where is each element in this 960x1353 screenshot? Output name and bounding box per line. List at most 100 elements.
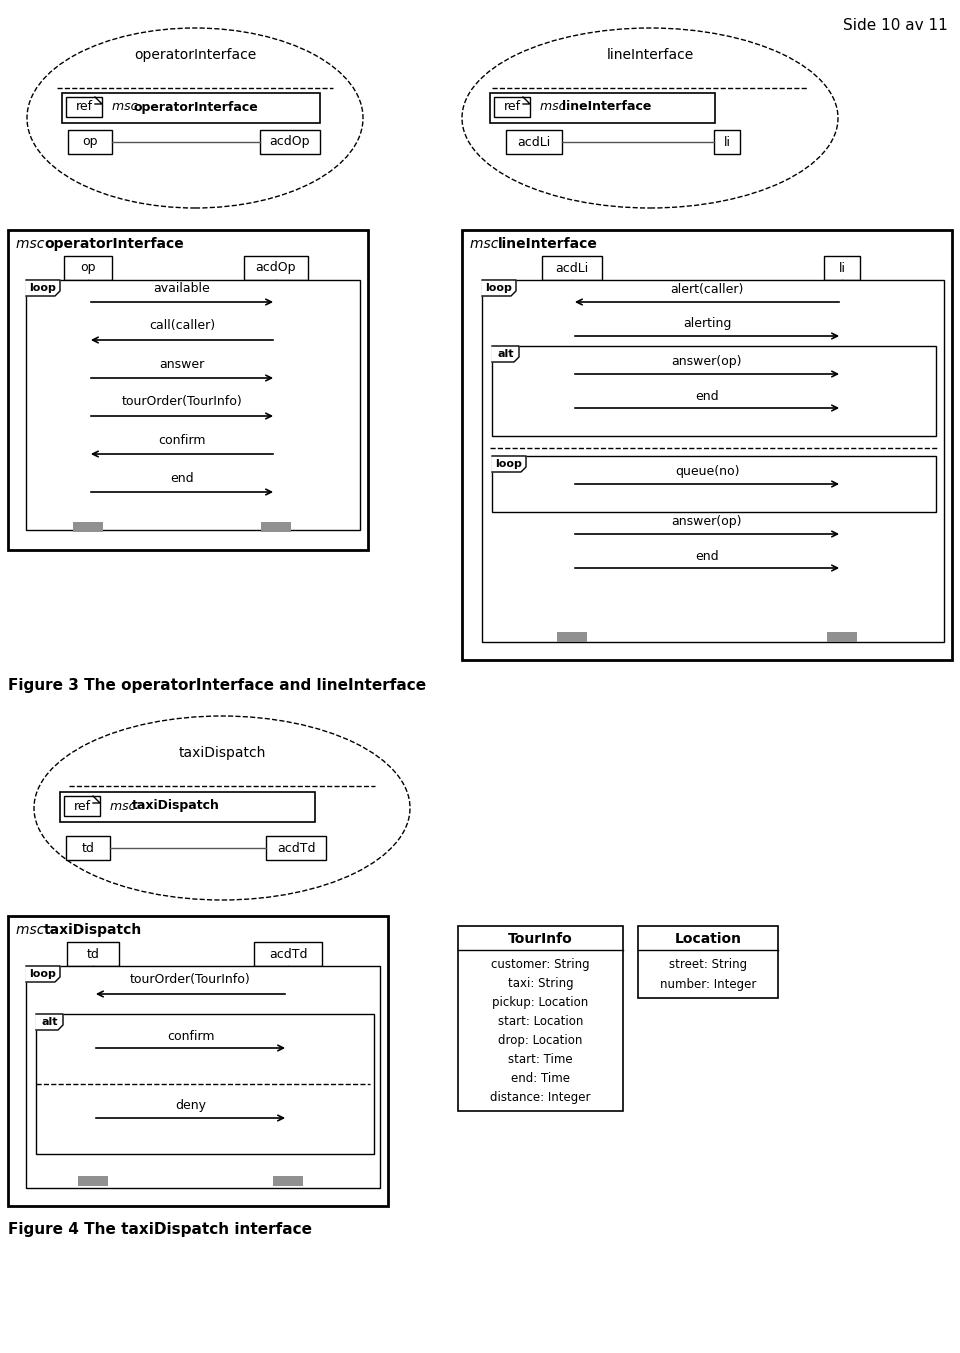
Bar [244, 256, 308, 280]
Text: distance: Integer: distance: Integer [491, 1091, 590, 1104]
Text: confirm: confirm [158, 433, 205, 446]
Text: op: op [81, 261, 96, 275]
Text: ref: ref [73, 800, 90, 813]
Text: end: end [170, 471, 194, 484]
Text: alt: alt [41, 1017, 58, 1027]
Text: end: end [695, 549, 719, 563]
Text: op: op [83, 135, 98, 149]
Text: loop: loop [30, 283, 57, 294]
Text: msc: msc [16, 923, 49, 938]
Text: taxiDispatch: taxiDispatch [44, 923, 142, 938]
Text: TourInfo: TourInfo [508, 932, 573, 946]
Text: msc: msc [16, 237, 49, 252]
Polygon shape [482, 280, 516, 296]
Bar [492, 346, 936, 436]
Text: drop: Location: drop: Location [498, 1034, 583, 1047]
Bar [78, 1176, 108, 1187]
Text: Figure 4 The taxiDispatch interface: Figure 4 The taxiDispatch interface [8, 1222, 312, 1237]
Text: answer(op): answer(op) [672, 356, 742, 368]
Text: acdOp: acdOp [270, 135, 310, 149]
Text: lineInterface: lineInterface [562, 100, 652, 114]
Bar [542, 256, 602, 280]
Text: alert(caller): alert(caller) [670, 284, 744, 296]
Text: loop: loop [30, 969, 57, 980]
Polygon shape [36, 1013, 63, 1030]
Bar [458, 925, 623, 1111]
Text: answer(op): answer(op) [672, 515, 742, 529]
Bar [254, 942, 322, 966]
Bar [260, 130, 320, 154]
Bar [64, 256, 112, 280]
Bar [482, 280, 944, 643]
Bar [824, 256, 860, 280]
Text: msc: msc [470, 237, 503, 252]
Text: end: Time: end: Time [511, 1072, 570, 1085]
Text: tourOrder(TourInfo): tourOrder(TourInfo) [122, 395, 242, 409]
Text: taxiDispatch: taxiDispatch [132, 800, 220, 813]
Text: ref: ref [503, 100, 520, 114]
Text: operatorInterface: operatorInterface [134, 100, 259, 114]
Text: td: td [86, 947, 100, 961]
Text: loop: loop [495, 459, 522, 469]
Bar [261, 522, 291, 532]
Bar [62, 93, 320, 123]
Text: tourOrder(TourInfo): tourOrder(TourInfo) [131, 974, 251, 986]
Text: td: td [82, 842, 94, 855]
Text: Location: Location [675, 932, 741, 946]
Bar [68, 130, 112, 154]
Bar [36, 1013, 374, 1154]
Bar [60, 792, 315, 823]
Text: acdLi: acdLi [556, 261, 588, 275]
Text: deny: deny [175, 1100, 206, 1112]
Text: acdOp: acdOp [255, 261, 297, 275]
Text: Figure 3 The operatorInterface and lineInterface: Figure 3 The operatorInterface and lineI… [8, 678, 426, 693]
Bar [266, 836, 326, 861]
Bar [462, 230, 952, 660]
Polygon shape [26, 280, 60, 296]
Bar [827, 632, 857, 643]
Text: start: Location: start: Location [498, 1015, 583, 1028]
Ellipse shape [27, 28, 363, 208]
Bar [714, 130, 740, 154]
Text: taxiDispatch: taxiDispatch [179, 746, 266, 760]
Bar [506, 130, 562, 154]
Text: street: String: street: String [669, 958, 747, 971]
Bar [8, 230, 368, 551]
Text: answer: answer [159, 357, 204, 371]
Ellipse shape [462, 28, 838, 208]
Text: alt: alt [497, 349, 514, 359]
Text: alerting: alerting [683, 318, 732, 330]
Bar [66, 836, 110, 861]
Text: call(caller): call(caller) [149, 319, 215, 333]
Polygon shape [492, 456, 526, 472]
Text: msc: msc [540, 100, 569, 114]
Text: acdLi: acdLi [517, 135, 551, 149]
Text: operatorInterface: operatorInterface [44, 237, 183, 252]
Bar [73, 522, 103, 532]
Text: start: Time: start: Time [508, 1053, 573, 1066]
Text: acdTd: acdTd [269, 947, 307, 961]
Text: Side 10 av 11: Side 10 av 11 [843, 18, 948, 32]
Bar [8, 916, 388, 1206]
Text: li: li [838, 261, 846, 275]
Polygon shape [26, 966, 60, 982]
Polygon shape [492, 346, 519, 363]
Text: queue(no): queue(no) [675, 465, 739, 479]
Bar [490, 93, 715, 123]
Bar [64, 796, 100, 816]
Bar [66, 97, 102, 116]
Text: number: Integer: number: Integer [660, 978, 756, 990]
Text: confirm: confirm [167, 1030, 214, 1043]
Bar [494, 97, 530, 116]
Bar [67, 942, 119, 966]
Bar [638, 925, 778, 999]
Bar [557, 632, 587, 643]
Text: customer: String: customer: String [492, 958, 589, 971]
Text: lineInterface: lineInterface [498, 237, 598, 252]
Bar [26, 966, 380, 1188]
Ellipse shape [34, 716, 410, 900]
Text: pickup: Location: pickup: Location [492, 996, 588, 1009]
Text: lineInterface: lineInterface [607, 47, 694, 62]
Text: msc: msc [110, 800, 139, 813]
Text: end: end [695, 390, 719, 402]
